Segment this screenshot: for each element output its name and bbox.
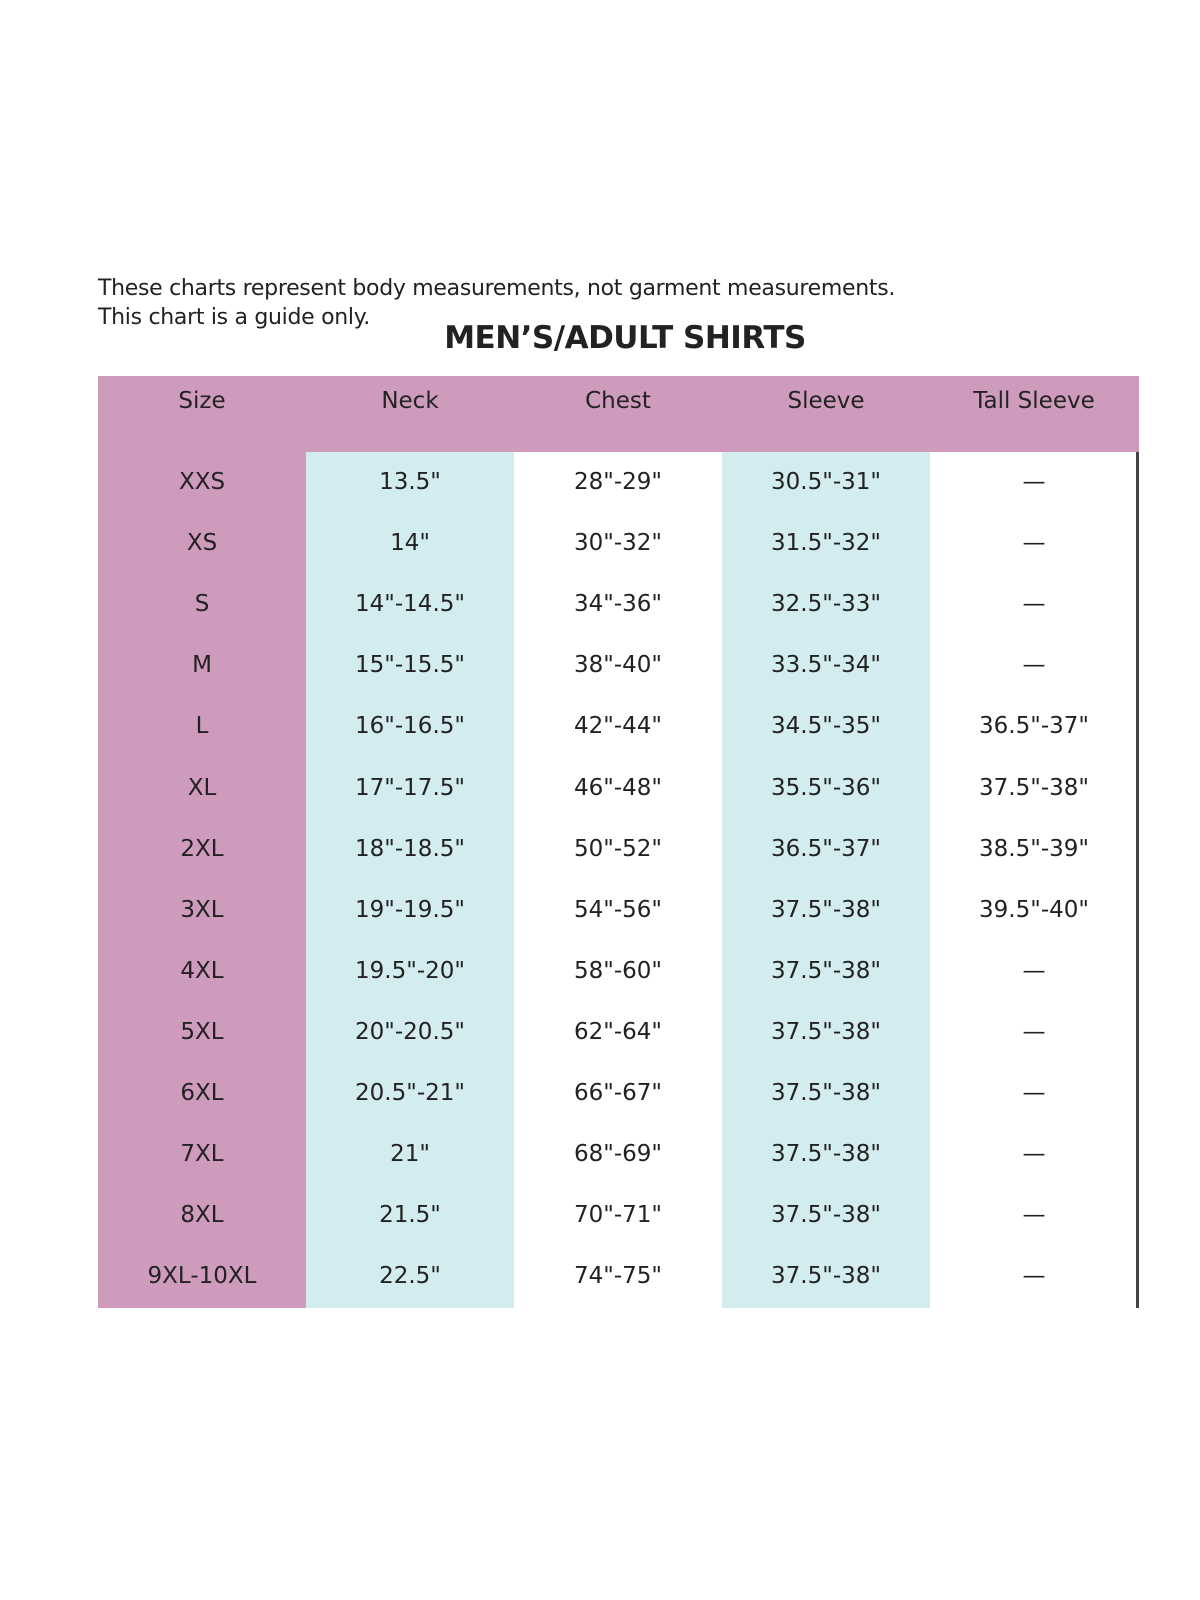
header-size: Size: [178, 388, 226, 414]
cell-tall-sleeve: 38.5"-39": [979, 835, 1089, 862]
cell-tall-sleeve: —: [1022, 1080, 1046, 1106]
cell-chest: 54"-56": [574, 896, 662, 923]
table-row: XXS 13.5" 28"-29" 30.5"-31" —: [98, 452, 1139, 513]
cell-chest: 74"-75": [574, 1263, 662, 1290]
table-row: 7XL 21" 68"-69" 37.5"-38" —: [98, 1124, 1139, 1185]
cell-neck: 20.5"-21": [355, 1080, 465, 1106]
cell-tall-sleeve: 37.5"-38": [979, 774, 1089, 801]
cell-tall-sleeve: —: [1022, 1141, 1046, 1168]
table-right-border: [1136, 452, 1139, 1308]
cell-size: L: [195, 713, 209, 740]
cell-chest: 38"-40": [574, 652, 662, 679]
cell-tall-sleeve: —: [1022, 652, 1046, 679]
cell-sleeve: 31.5"-32": [771, 530, 881, 557]
size-column-bg: [98, 376, 306, 1308]
table-row: 6XL 20.5"-21" 66"-67" 37.5"-38" —: [98, 1063, 1139, 1124]
cell-neck: 14"-14.5": [355, 591, 465, 618]
header-neck: Neck: [381, 388, 439, 414]
cell-sleeve: 34.5"-35": [771, 713, 881, 740]
cell-sleeve: 37.5"-38": [771, 1141, 881, 1168]
cell-sleeve: 36.5"-37": [771, 835, 881, 862]
table-row: 5XL 20"-20.5" 62"-64" 37.5"-38" —: [98, 1002, 1139, 1063]
cell-neck: 14": [390, 530, 430, 557]
cell-neck: 21.5": [379, 1202, 441, 1229]
cell-neck: 15"-15.5": [355, 652, 465, 679]
cell-tall-sleeve: —: [1022, 469, 1046, 495]
table-row: XS 14" 30"-32" 31.5"-32" —: [98, 513, 1139, 574]
cell-tall-sleeve: —: [1022, 1018, 1046, 1045]
cell-tall-sleeve: 36.5"-37": [979, 713, 1089, 740]
table-row: M 15"-15.5" 38"-40" 33.5"-34" —: [98, 635, 1139, 696]
cell-sleeve: 37.5"-38": [771, 1202, 881, 1229]
cell-tall-sleeve: —: [1022, 1202, 1046, 1229]
cell-chest: 50"-52": [574, 835, 662, 862]
size-chart-table: Size Neck Chest Sleeve Tall Sleeve XXS 13.5" 2…: [98, 376, 1139, 1308]
table-header: [98, 376, 1139, 452]
sleeve-column-bg: [722, 452, 930, 1308]
cell-sleeve: 37.5"-38": [771, 896, 881, 923]
cell-chest: 62"-64": [574, 1018, 662, 1045]
cell-neck: 19.5"-20": [355, 957, 465, 984]
cell-sleeve: 37.5"-38": [771, 1018, 881, 1045]
cell-chest: 42"-44": [574, 713, 662, 740]
cell-chest: 66"-67": [574, 1080, 662, 1106]
cell-size: XL: [187, 774, 217, 801]
cell-chest: 58"-60": [574, 957, 662, 984]
neck-column-bg: [306, 452, 514, 1308]
cell-size: 4XL: [180, 957, 224, 984]
cell-chest: 46"-48": [574, 774, 662, 801]
cell-sleeve: 37.5"-38": [771, 957, 881, 984]
chart-title: MEN’S/ADULT SHIRTS: [444, 320, 806, 356]
cell-tall-sleeve: 39.5"-40": [979, 896, 1089, 923]
cell-chest: 30"-32": [574, 530, 662, 557]
cell-size: 2XL: [180, 835, 224, 862]
cell-sleeve: 30.5"-31": [771, 469, 881, 495]
cell-sleeve: 32.5"-33": [771, 591, 881, 618]
table-row: 8XL 21.5" 70"-71" 37.5"-38" —: [98, 1185, 1139, 1246]
cell-size: 9XL-10XL: [147, 1263, 257, 1290]
cell-neck: 16"-16.5": [355, 713, 465, 740]
table-row: 3XL 19"-19.5" 54"-56" 37.5"-38" 39.5"-40": [98, 880, 1139, 941]
header-sleeve: Sleeve: [787, 388, 865, 414]
table-row: 2XL 18"-18.5" 50"-52" 36.5"-37" 38.5"-39": [98, 819, 1139, 880]
table-row: 9XL-10XL 22.5" 74"-75" 37.5"-38" —: [98, 1246, 1139, 1307]
cell-neck: 21": [390, 1141, 430, 1168]
cell-neck: 19"-19.5": [355, 896, 465, 923]
disclaimer-line-2: This chart is a guide only.: [98, 305, 370, 330]
cell-size: S: [194, 591, 210, 618]
cell-neck: 20"-20.5": [355, 1018, 465, 1045]
table-row: S 14"-14.5" 34"-36" 32.5"-33" —: [98, 574, 1139, 635]
cell-size: 3XL: [180, 896, 224, 923]
cell-size: 7XL: [180, 1141, 224, 1168]
cell-tall-sleeve: —: [1022, 530, 1046, 557]
disclaimer-line-1: These charts represent body measurements…: [98, 276, 896, 301]
cell-sleeve: 37.5"-38": [771, 1263, 881, 1290]
cell-neck: 17"-17.5": [355, 774, 465, 801]
cell-tall-sleeve: —: [1022, 591, 1046, 618]
cell-chest: 70"-71": [574, 1202, 662, 1229]
cell-size: XS: [186, 530, 218, 557]
cell-sleeve: 37.5"-38": [771, 1080, 881, 1106]
header-chest: Chest: [585, 388, 651, 414]
cell-size: M: [192, 652, 212, 679]
table-row: L 16"-16.5" 42"-44" 34.5"-35" 36.5"-37": [98, 696, 1139, 757]
cell-size: 8XL: [180, 1202, 224, 1229]
cell-size: XXS: [178, 469, 226, 495]
cell-chest: 28"-29": [574, 469, 662, 495]
table-row: 4XL 19.5"-20" 58"-60" 37.5"-38" —: [98, 941, 1139, 1002]
cell-size: 5XL: [180, 1018, 224, 1045]
cell-neck: 13.5": [379, 469, 441, 495]
cell-neck: 22.5": [379, 1263, 441, 1290]
cell-size: 6XL: [180, 1080, 224, 1106]
cell-sleeve: 35.5"-36": [771, 774, 881, 801]
table-row: XL 17"-17.5" 46"-48" 35.5"-36" 37.5"-38": [98, 758, 1139, 819]
cell-sleeve: 33.5"-34": [771, 652, 881, 679]
cell-chest: 34"-36": [574, 591, 662, 618]
header-tall-sleeve: Tall Sleeve: [973, 388, 1095, 414]
cell-neck: 18"-18.5": [355, 835, 465, 862]
cell-chest: 68"-69": [574, 1141, 662, 1168]
cell-tall-sleeve: —: [1022, 957, 1046, 984]
cell-tall-sleeve: —: [1022, 1263, 1046, 1290]
